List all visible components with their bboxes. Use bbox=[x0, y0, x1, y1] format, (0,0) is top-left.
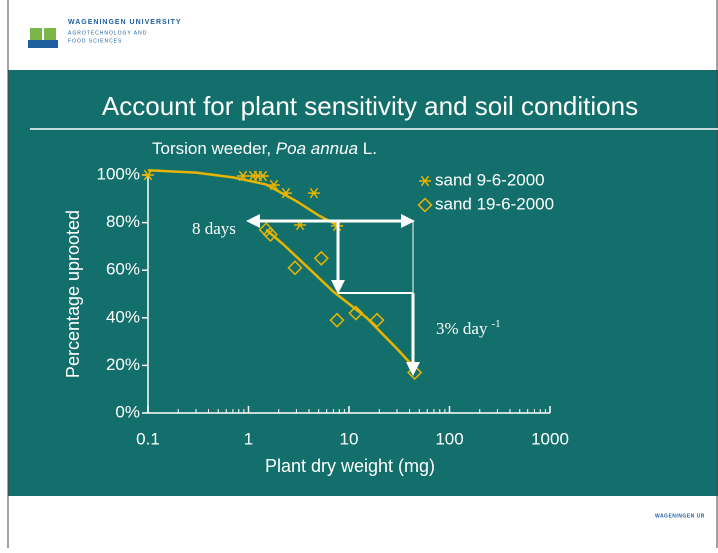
asterisk-marker bbox=[236, 170, 249, 182]
asterisk-marker bbox=[142, 169, 154, 181]
y-tick-label: 80% bbox=[106, 212, 140, 231]
diamond-marker bbox=[348, 305, 364, 321]
x-tick-label: 10 bbox=[340, 429, 359, 448]
diamond-marker bbox=[262, 226, 278, 243]
x-axis-label: Plant dry weight (mg) bbox=[265, 456, 435, 476]
y-axis-label: Percentage uprooted bbox=[63, 210, 83, 378]
rate-text: 3% day bbox=[436, 319, 488, 338]
subtitle-part: Torsion weeder, bbox=[152, 139, 276, 158]
slide-bg bbox=[8, 70, 718, 496]
y-tick-label: 0% bbox=[115, 402, 140, 421]
x-tick-label: 0.1 bbox=[136, 429, 160, 448]
diamond-marker bbox=[287, 260, 303, 276]
subtitle-part: L. bbox=[358, 139, 377, 158]
fit-line bbox=[147, 168, 338, 227]
diamond-marker bbox=[369, 312, 385, 328]
diamond-marker bbox=[329, 312, 345, 328]
annotation-arrows bbox=[246, 214, 420, 376]
asterisk-marker bbox=[267, 179, 280, 191]
chart-subtitle: Torsion weeder, Poa annua L. bbox=[152, 139, 377, 158]
x-tick-label: 100 bbox=[435, 429, 463, 448]
x-tick-label: 1 bbox=[244, 429, 253, 448]
subtitle-species: Poa annua bbox=[276, 139, 358, 158]
asterisk-marker bbox=[307, 187, 320, 199]
legend-label: sand 19-6-2000 bbox=[435, 194, 554, 213]
slide-title: Account for plant sensitivity and soil c… bbox=[102, 91, 638, 121]
asterisk-marker bbox=[279, 187, 292, 199]
diamond-marker bbox=[313, 250, 329, 266]
y-tick-label: 20% bbox=[106, 355, 140, 374]
x-tick-label: 1000 bbox=[531, 429, 569, 448]
rate-exponent: -1 bbox=[491, 318, 500, 330]
annotation-days: 8 days bbox=[192, 219, 236, 238]
y-tick-label: 60% bbox=[106, 260, 140, 279]
y-tick-label: 40% bbox=[106, 307, 140, 326]
logo bbox=[28, 28, 58, 48]
asterisk-marker bbox=[419, 175, 431, 187]
dept-line: FOOD SCIENCES bbox=[68, 38, 122, 44]
footer-logo: WAGENINGEN UR bbox=[655, 513, 705, 519]
y-tick-label: 100% bbox=[97, 164, 140, 183]
annotation-rate: 3% day -1 bbox=[436, 318, 501, 338]
fit-line bbox=[265, 228, 416, 369]
asterisk-marker bbox=[256, 170, 269, 182]
legend-label: sand 9-6-2000 bbox=[435, 170, 545, 189]
university-name: WAGENINGEN UNIVERSITY bbox=[68, 19, 182, 26]
diamond-marker bbox=[417, 197, 433, 213]
dept-line: AGROTECHNOLOGY AND bbox=[68, 30, 147, 36]
